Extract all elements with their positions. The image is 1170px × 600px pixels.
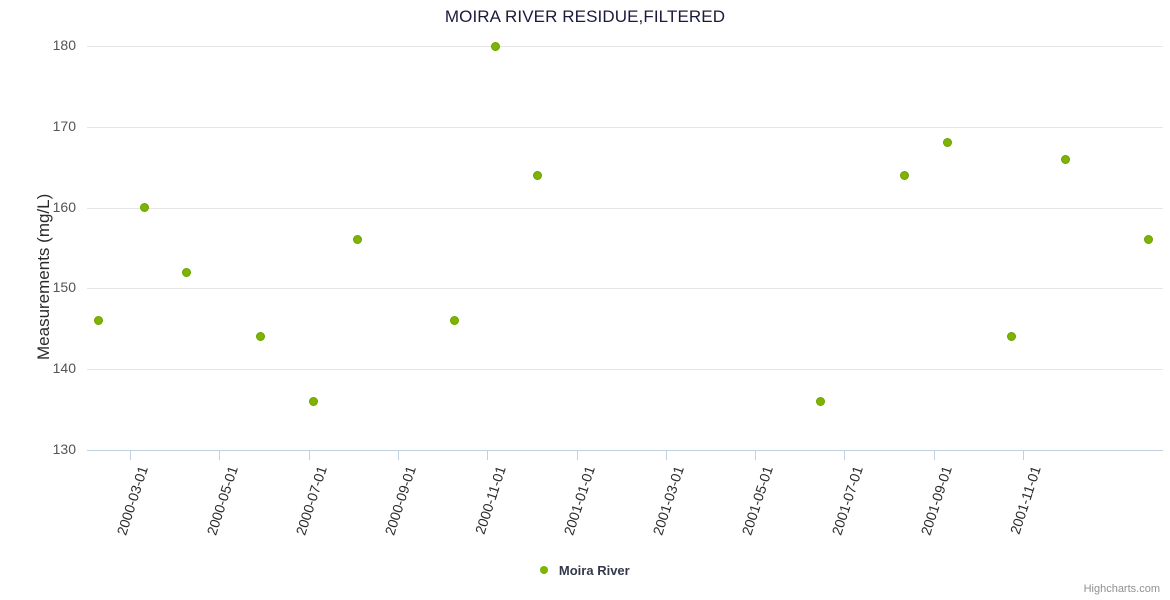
x-axis-tick-label: 2000-07-01 <box>292 464 330 538</box>
x-axis-tick-label: 2001-07-01 <box>828 464 866 538</box>
y-axis-title-text: Measurements (mg/L) <box>34 193 53 360</box>
x-axis-tick-label: 2000-11-01 <box>471 464 509 537</box>
data-point[interactable] <box>255 332 265 342</box>
y-axis-tick-label: 170 <box>52 117 76 134</box>
x-axis-tick-label: 2001-09-01 <box>917 464 955 538</box>
data-point[interactable] <box>308 397 318 407</box>
legend-item-label: Moira River <box>558 563 630 579</box>
x-axis-tick <box>1023 451 1024 460</box>
data-point[interactable] <box>1143 235 1153 245</box>
legend-marker-icon <box>540 565 549 574</box>
data-point[interactable] <box>181 267 191 277</box>
x-axis-tick-label: 2000-03-01 <box>113 464 152 538</box>
x-axis-tick <box>576 451 578 460</box>
data-point[interactable] <box>139 203 149 213</box>
chart-title: MOIRA RIVER RESIDUE,FILTERED <box>444 7 726 26</box>
data-point[interactable] <box>942 138 952 148</box>
y-axis-tick-label: 180 <box>52 37 76 53</box>
gridline <box>87 46 1163 47</box>
x-axis-tick <box>219 451 221 460</box>
data-point[interactable] <box>490 41 500 51</box>
data-point[interactable] <box>532 170 542 180</box>
gridline <box>87 369 1163 371</box>
plot-area <box>87 41 1163 451</box>
x-axis-tick <box>308 451 310 460</box>
x-axis-tick-label: 2001-11-01 <box>1007 464 1045 537</box>
data-point[interactable] <box>1060 154 1070 164</box>
x-axis-tick-label: 2001-01-01 <box>560 464 598 538</box>
x-axis-tick-label: 2000-09-01 <box>381 464 420 538</box>
credits-label[interactable]: Highcharts.com <box>1083 583 1160 595</box>
y-axis-tick-label: 160 <box>52 198 76 215</box>
y-axis-tick-label: 140 <box>52 360 76 377</box>
gridline <box>87 126 1163 128</box>
x-axis-tick <box>397 451 399 460</box>
y-axis-title: Measurements (mg/L) <box>12 120 53 360</box>
x-axis-tick <box>130 451 131 460</box>
gridline <box>87 207 1163 209</box>
data-point[interactable] <box>815 397 825 407</box>
data-point[interactable] <box>899 170 909 180</box>
y-axis-tick-label: 130 <box>52 441 76 457</box>
x-axis-tick-label: 2000-05-01 <box>203 464 241 538</box>
x-axis-tick-label: 2001-05-01 <box>738 464 777 538</box>
x-axis-tick <box>755 451 757 460</box>
x-axis-line <box>87 450 1163 451</box>
chart-legend: Moira River <box>0 562 1170 578</box>
data-point[interactable] <box>352 235 362 245</box>
data-point[interactable] <box>93 316 103 326</box>
x-axis-tick <box>487 451 489 460</box>
x-axis-tick <box>933 451 935 460</box>
x-axis-tick-label: 2001-03-01 <box>649 464 688 538</box>
y-axis-tick-label: 150 <box>52 279 76 296</box>
legend-item-moira-river[interactable]: Moira River <box>540 562 630 579</box>
data-point[interactable] <box>449 316 459 326</box>
x-axis-tick <box>844 451 846 460</box>
x-axis-tick <box>665 451 667 460</box>
data-point[interactable] <box>1006 332 1016 342</box>
gridline <box>87 288 1163 290</box>
